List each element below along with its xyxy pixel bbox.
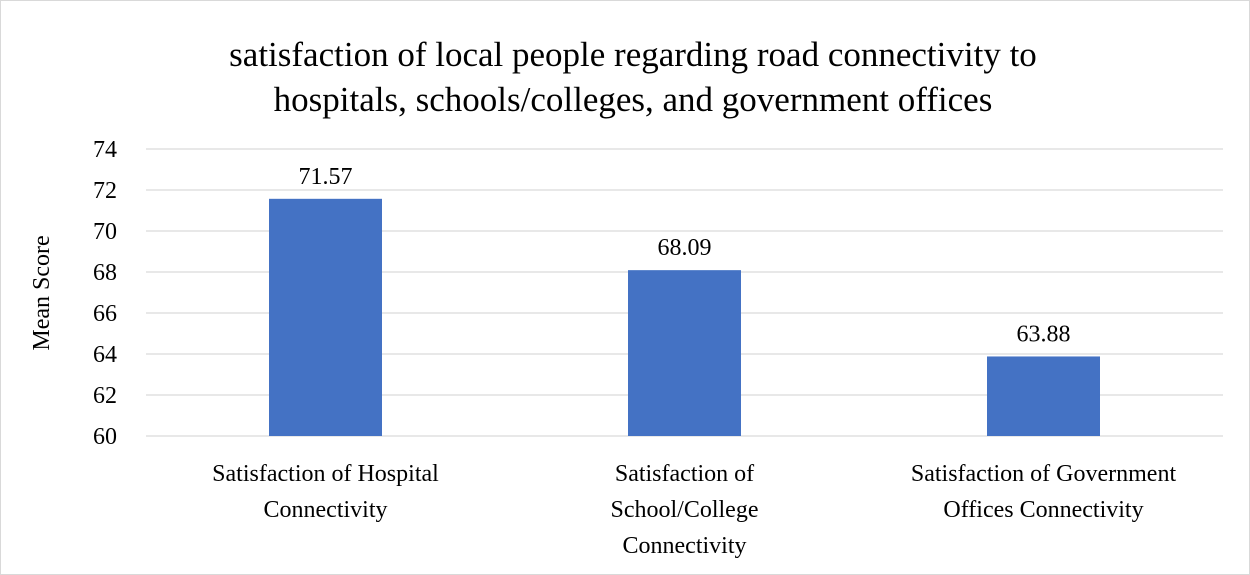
bar <box>628 270 741 436</box>
bar <box>269 198 382 436</box>
y-tick-label: 60 <box>93 424 117 450</box>
data-label: 71.57 <box>299 164 353 190</box>
y-axis-title: Mean Score <box>29 235 55 350</box>
y-tick-label: 74 <box>93 137 117 163</box>
chart-title-line: hospitals, schools/colleges, and governm… <box>274 80 993 119</box>
data-label: 63.88 <box>1017 321 1071 347</box>
y-tick-label: 66 <box>93 301 117 327</box>
y-tick-label: 62 <box>93 383 117 409</box>
bar <box>987 356 1100 436</box>
data-labels: 71.57 68.09 63.88 <box>299 164 1071 348</box>
y-tick-label: 70 <box>93 219 117 245</box>
bars <box>269 198 1100 436</box>
chart-title-line: satisfaction of local people regarding r… <box>229 35 1037 74</box>
x-category-label: Satisfaction of Hospital <box>212 461 439 487</box>
x-category-label: Offices Connectivity <box>943 497 1143 523</box>
x-category-label: Connectivity <box>264 497 388 523</box>
x-category-label: Satisfaction of <box>615 461 754 487</box>
data-label: 68.09 <box>658 235 712 261</box>
x-category-label: Satisfaction of Government <box>911 461 1177 487</box>
x-axis-category-labels: Satisfaction of Hospital Connectivity Sati… <box>212 461 1176 559</box>
y-tick-label: 64 <box>93 342 117 368</box>
y-tick-label: 68 <box>93 260 117 286</box>
y-axis-tick-labels: 60 62 64 66 68 70 72 74 <box>93 137 117 450</box>
chart-title: satisfaction of local people regarding r… <box>229 35 1037 119</box>
y-axis-title-text: Mean Score <box>29 235 55 350</box>
x-category-label: Connectivity <box>623 533 747 559</box>
y-tick-label: 72 <box>93 178 117 204</box>
x-category-label: School/College <box>611 497 759 523</box>
